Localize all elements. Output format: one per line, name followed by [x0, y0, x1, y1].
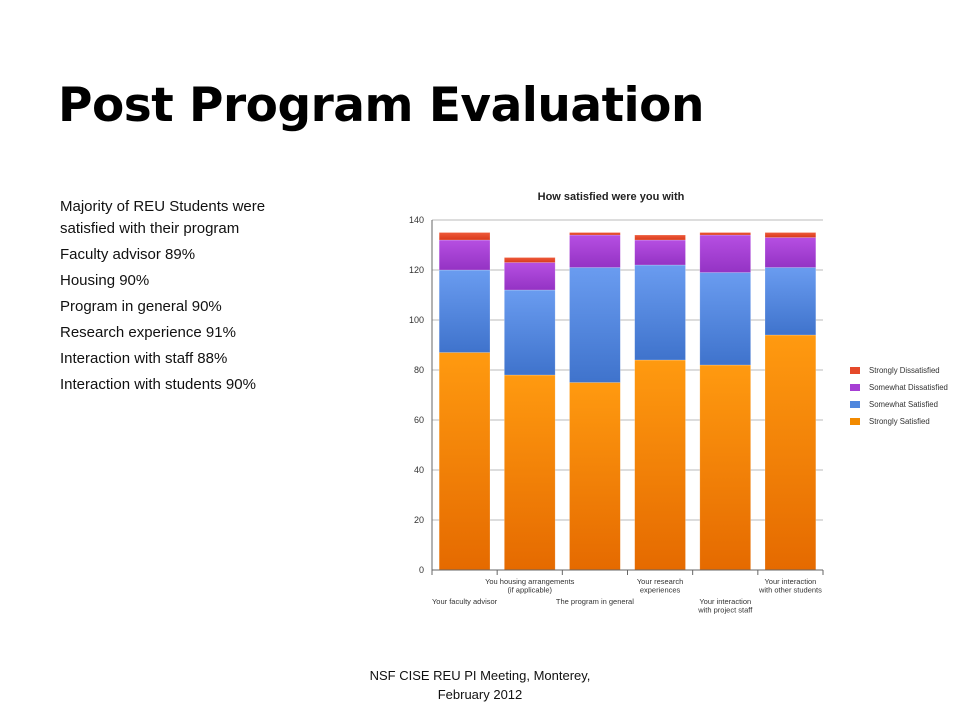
bar-segment [438, 239, 491, 271]
y-tick-label: 140 [409, 215, 424, 225]
satisfaction-chart: How satisfied were you with 0 20 40 60 80 100… [409, 191, 948, 615]
x-category-label: Your faculty advisor [432, 597, 498, 606]
bar-segment [634, 264, 686, 361]
bar-segment [504, 289, 556, 376]
y-tick-label: 100 [409, 315, 424, 325]
y-tick-label: 20 [414, 515, 424, 525]
bullet-item: Program in general 90% [60, 298, 222, 315]
x-category-label: You housing arrangements (if applicable) [485, 577, 575, 595]
bullet-item: Majority of REU Students were satisfied … [60, 198, 266, 237]
bar-segment [438, 269, 491, 353]
bar-segment [764, 334, 817, 571]
footer: NSF CISE REU PI Meeting, Monterey, Febru… [330, 666, 630, 704]
bullet-item: Housing 90% [60, 272, 150, 289]
bar-segment [764, 267, 817, 336]
y-tick-label: 120 [409, 265, 424, 275]
bar-segment [764, 232, 817, 238]
footer-line: NSF CISE REU PI Meeting, Monterey, [369, 668, 591, 683]
bar-segment [504, 374, 556, 571]
y-tick-label: 40 [414, 465, 424, 475]
bar-segment [699, 364, 751, 571]
bar-segment [569, 232, 621, 236]
y-tick-label: 0 [419, 565, 424, 575]
bar-segment [764, 237, 817, 268]
bullet-item: Interaction with staff 88% [60, 350, 228, 367]
legend-swatch [850, 418, 860, 425]
bullet-item: Research experience 91% [60, 324, 236, 341]
bar-segment [438, 232, 491, 241]
bar-segment [699, 232, 751, 236]
legend-label: Somewhat Dissatisfied [869, 383, 948, 392]
bullet-item: Faculty advisor 89% [60, 246, 196, 263]
chart-title: How satisfied were you with [538, 191, 685, 203]
bar-segment [569, 234, 621, 268]
bar-segment [504, 257, 556, 263]
legend-swatch [850, 401, 860, 408]
legend-label: Strongly Satisfied [869, 417, 930, 426]
bullet-item: Interaction with students 90% [60, 376, 256, 393]
bar-segment [504, 262, 556, 291]
bar-segment [699, 272, 751, 366]
bullet-list: Majority of REU Students were satisfied … [60, 196, 310, 400]
x-category-label: The program in general [556, 597, 634, 606]
bar-segment [634, 359, 686, 571]
y-tick-label: 80 [414, 365, 424, 375]
x-category-label: Your interaction with other students [758, 577, 822, 595]
y-tick-label: 60 [414, 415, 424, 425]
slide-title: Post Program Evaluation [58, 78, 704, 133]
x-category-label: Your research experiences [637, 577, 683, 595]
bar-segment [438, 352, 491, 571]
bar-segment [634, 239, 686, 266]
footer-line: February 2012 [437, 687, 523, 702]
legend-label: Somewhat Satisfied [869, 400, 938, 409]
bar-segment [569, 382, 621, 571]
legend-swatch [850, 384, 860, 391]
x-category-label: Your interaction with project staff [697, 597, 753, 615]
legend-swatch [850, 367, 860, 374]
bar-segment [569, 267, 621, 383]
bar-segment [634, 234, 686, 241]
bar-segment [699, 234, 751, 273]
legend-label: Strongly Dissatisfied [869, 366, 940, 375]
